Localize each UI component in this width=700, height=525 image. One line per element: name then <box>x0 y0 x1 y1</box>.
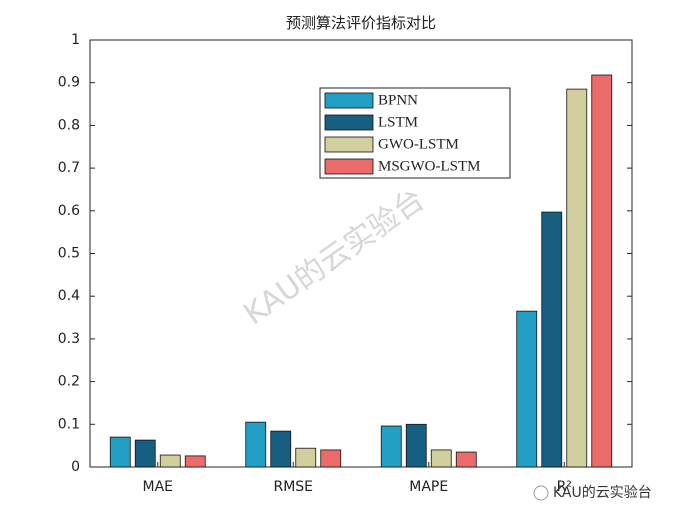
legend-label: BPNN <box>378 92 418 108</box>
bar <box>245 421 267 468</box>
bar <box>591 74 613 468</box>
y-tick-label: 0.7 <box>58 160 80 176</box>
y-tick-label: 0.4 <box>58 288 80 304</box>
legend-label: MSGWO-LSTM <box>378 158 481 174</box>
legend-swatch <box>324 92 374 109</box>
y-tick-label: 0.9 <box>58 75 80 91</box>
legend-swatch <box>324 114 374 131</box>
bar <box>566 88 588 468</box>
bar <box>295 447 317 468</box>
legend-label: LSTM <box>378 114 418 130</box>
bar <box>455 451 477 468</box>
y-tick-label: 0.1 <box>58 416 80 432</box>
watermark-icon <box>533 485 549 501</box>
chart-title: 预测算法评价指标对比 <box>286 14 436 32</box>
y-tick-label: 0.6 <box>58 203 80 219</box>
legend-swatch <box>324 158 374 175</box>
watermark: KAU的云实验台 <box>553 485 652 501</box>
bar <box>541 211 563 468</box>
y-tick-label: 0.3 <box>58 331 80 347</box>
bar <box>159 454 181 468</box>
legend-swatch <box>324 136 374 153</box>
x-tick-label: MAE <box>142 479 173 495</box>
bar <box>405 423 427 468</box>
bar <box>184 455 206 468</box>
bar <box>516 310 538 468</box>
bar <box>109 436 131 468</box>
y-tick-label: 0.8 <box>58 117 80 133</box>
bar <box>320 449 342 468</box>
x-tick-label: RMSE <box>273 479 313 495</box>
bar <box>270 430 292 468</box>
x-tick-label: R² <box>557 479 572 495</box>
x-tick-label: MAPE <box>409 479 448 495</box>
bar <box>134 439 156 468</box>
y-tick-label: 0.2 <box>58 374 80 390</box>
bar <box>380 425 402 468</box>
y-tick-label: 0 <box>71 459 80 475</box>
bar <box>430 449 452 468</box>
y-tick-label: 0.5 <box>58 246 80 262</box>
legend-label: GWO-LSTM <box>378 136 459 152</box>
y-tick-label: 1 <box>71 32 80 48</box>
